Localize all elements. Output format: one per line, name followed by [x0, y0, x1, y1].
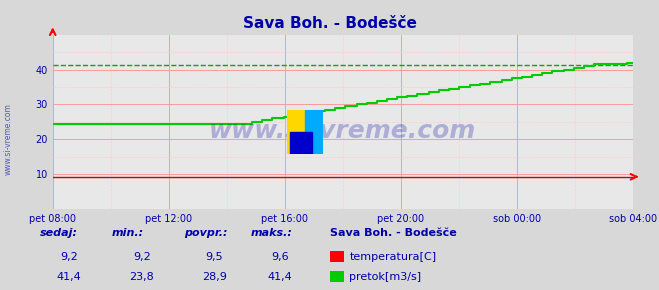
Text: Sava Boh. - Bodešče: Sava Boh. - Bodešče	[243, 16, 416, 31]
Bar	[304, 110, 323, 154]
Bar	[291, 132, 312, 154]
Text: 41,4: 41,4	[268, 272, 293, 282]
Text: 41,4: 41,4	[57, 272, 82, 282]
Text: 9,2: 9,2	[61, 252, 78, 262]
Text: min.:: min.:	[112, 229, 144, 238]
Text: povpr.:: povpr.:	[185, 229, 228, 238]
Text: 9,5: 9,5	[206, 252, 223, 262]
Text: www.si-vreme.com: www.si-vreme.com	[3, 103, 13, 175]
Text: www.si-vreme.com: www.si-vreme.com	[209, 119, 476, 142]
Text: pretok[m3/s]: pretok[m3/s]	[349, 272, 421, 282]
Text: maks.:: maks.:	[250, 229, 293, 238]
Text: 9,6: 9,6	[272, 252, 289, 262]
Text: temperatura[C]: temperatura[C]	[349, 252, 436, 262]
Text: 9,2: 9,2	[133, 252, 150, 262]
Text: sedaj:: sedaj:	[40, 229, 78, 238]
Text: 28,9: 28,9	[202, 272, 227, 282]
Text: 23,8: 23,8	[129, 272, 154, 282]
Text: Sava Boh. - Bodešče: Sava Boh. - Bodešče	[330, 229, 456, 238]
Bar	[287, 110, 304, 154]
